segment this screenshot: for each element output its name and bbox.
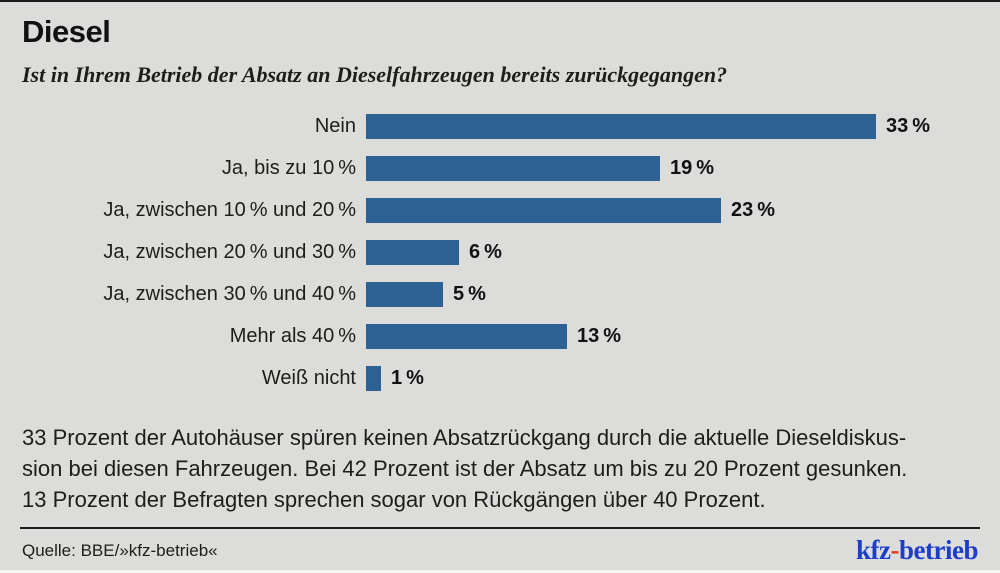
value-label: 33 %	[886, 114, 931, 137]
category-label: Nein	[314, 114, 356, 137]
logo-part-kfz: kfz	[856, 535, 891, 565]
bar	[366, 197, 721, 223]
bar	[366, 155, 660, 181]
category-label: Ja, zwischen 20 % und 30 %	[103, 240, 356, 263]
source-credit: Quelle: BBE/»kfz-betrieb«	[22, 540, 218, 560]
logo-part-betrieb: betrieb	[899, 535, 978, 565]
chart-row: Nein 33 %	[0, 105, 1000, 147]
summary-line: 33 Prozent der Autohäuser spüren keinen …	[22, 425, 907, 450]
category-label: Ja, bis zu 10 %	[221, 156, 356, 179]
bottom-edge	[0, 570, 1000, 573]
value-label: 6 %	[469, 240, 502, 263]
bar	[366, 239, 459, 265]
summary-paragraph: 33 Prozent der Autohäuser spüren keinen …	[0, 422, 1000, 515]
chart-subtitle-question: Ist in Ihrem Betrieb der Absatz an Diese…	[22, 62, 728, 87]
bar-chart: Nein 33 % Ja, bis zu 10 % 19 % Ja, zwischen …	[0, 105, 1000, 399]
page-title: Diesel	[22, 14, 111, 49]
value-label: 5 %	[453, 282, 486, 305]
category-label: Mehr als 40 %	[229, 324, 356, 347]
chart-row: Ja, zwischen 10 % und 20 % 23 %	[0, 189, 1000, 231]
bar	[366, 365, 381, 391]
logo-hyphen: -	[890, 535, 900, 565]
footer: Quelle: BBE/»kfz-betrieb« kfz-betrieb	[0, 529, 1000, 566]
header: Diesel Ist in Ihrem Betrieb der Absatz a…	[0, 2, 1000, 88]
value-label: 23 %	[731, 198, 776, 221]
category-label: Ja, zwischen 10 % und 20 %	[103, 198, 356, 221]
bar	[366, 281, 443, 307]
bar	[366, 113, 876, 139]
summary-line: 13 Prozent der Befragten sprechen sogar …	[22, 487, 766, 512]
value-label: 13 %	[577, 324, 622, 347]
chart-row: Ja, zwischen 20 % und 30 % 6 %	[0, 231, 1000, 273]
value-label: 1 %	[391, 366, 424, 389]
category-label: Ja, zwischen 30 % und 40 %	[103, 282, 356, 305]
chart-row: Ja, zwischen 30 % und 40 % 5 %	[0, 273, 1000, 315]
chart-row: Weiß nicht 1 %	[0, 357, 1000, 399]
kfz-betrieb-logo: kfz-betrieb	[856, 535, 978, 566]
value-label: 19 %	[670, 156, 715, 179]
category-label: Weiß nicht	[261, 366, 356, 389]
footer-divider	[20, 527, 980, 529]
chart-row: Ja, bis zu 10 % 19 %	[0, 147, 1000, 189]
summary-line: sion bei diesen Fahrzeugen. Bei 42 Proze…	[22, 456, 908, 481]
bar	[366, 323, 567, 349]
chart-row: Mehr als 40 % 13 %	[0, 315, 1000, 357]
